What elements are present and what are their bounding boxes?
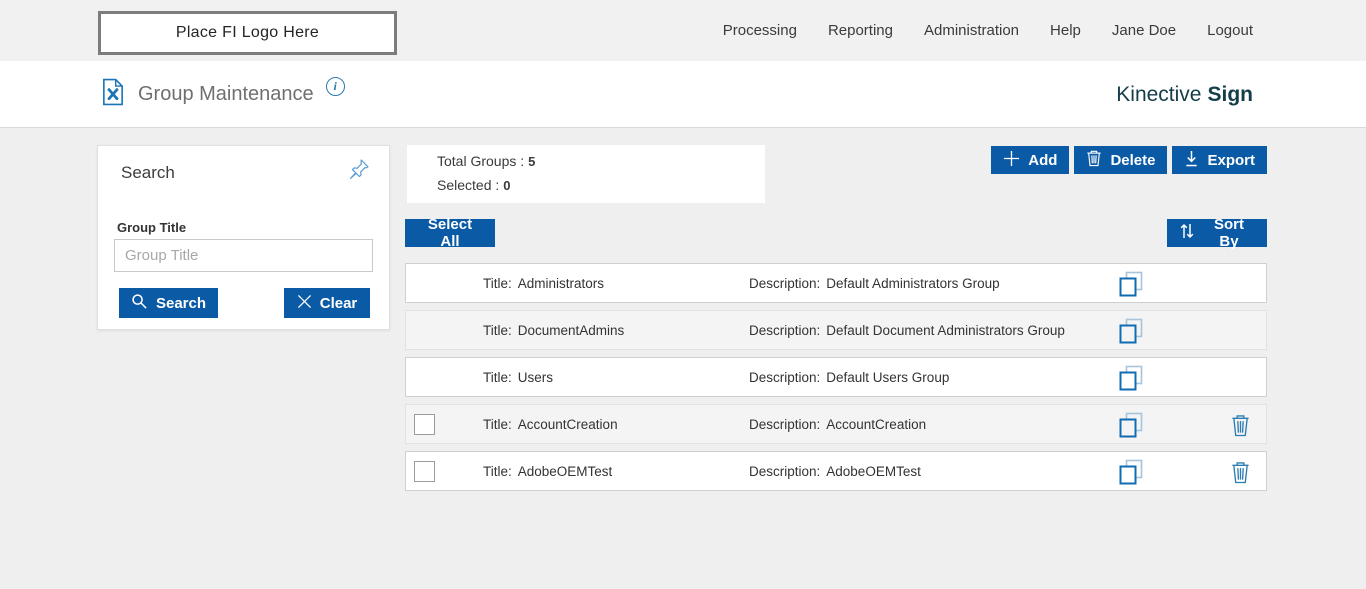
export-button[interactable]: Export [1172,146,1267,174]
copy-icon[interactable] [1118,271,1144,303]
fi-logo-placeholder: Place FI Logo Here [98,11,397,55]
nav-item-user[interactable]: Jane Doe [1111,22,1177,39]
copy-icon[interactable] [1118,365,1144,397]
delete-button-label: Delete [1110,151,1156,169]
clear-button-label: Clear [319,294,358,312]
add-icon [1003,150,1020,171]
description-label: Description: [749,416,821,432]
summary-panel: Total Groups :5 Selected :0 [407,145,765,203]
description-label: Description: [749,275,821,291]
row-checkbox[interactable] [414,461,435,482]
group-row-documentadmins: Title: DocumentAdmins Description: Defau… [405,310,1267,350]
select-all-button[interactable]: Select All [405,216,495,250]
title-value: Users [517,369,554,385]
group-row-accountcreation: Title: AccountCreation Description: Acco… [405,404,1267,444]
row-description: Description: AccountCreation [749,405,926,443]
nav-item-help[interactable]: Help [1050,22,1081,39]
total-groups-label: Total Groups : [437,153,525,169]
selected-label: Selected : [437,177,500,193]
copy-icon[interactable] [1118,459,1144,491]
title-label: Title: [483,463,512,479]
add-button[interactable]: Add [991,146,1070,174]
select-all-label: Select All [427,216,473,250]
search-icon [131,293,148,314]
row-description: Description: Default Document Administra… [749,311,1065,349]
sort-by-button[interactable]: Sort By [1167,216,1267,250]
title-label: Title: [483,416,512,432]
group-row-users: Title: Users Description: Default Users … [405,357,1267,397]
total-groups: Total Groups :5 [437,153,535,169]
description-value: Default Users Group [826,369,950,385]
main-nav: Processing Reporting Administration Help… [723,0,1253,61]
action-toolbar: Add Delete Export [991,146,1267,174]
brand-product: Sign [1207,82,1254,106]
description-label: Description: [749,322,821,338]
title-label: Title: [483,369,512,385]
row-title: Title: DocumentAdmins [483,311,624,349]
pin-icon[interactable] [347,157,371,186]
selected-count: Selected :0 [437,177,511,193]
title-label: Title: [483,322,512,338]
group-row-administrators: Title: Administrators Description: Defau… [405,263,1267,303]
copy-icon[interactable] [1118,318,1144,350]
nav-item-processing[interactable]: Processing [722,22,797,39]
description-value: AdobeOEMTest [826,463,921,479]
description-value: AccountCreation [826,416,927,432]
nav-item-administration[interactable]: Administration [923,22,1020,39]
row-title: Title: Users [483,358,553,396]
add-button-label: Add [1028,151,1058,169]
row-title: Title: AccountCreation [483,405,618,443]
delete-icon [1086,149,1102,171]
row-description: Description: AdobeOEMTest [749,452,921,490]
nav-item-reporting[interactable]: Reporting [827,22,893,39]
row-title: Title: Administrators [483,264,604,302]
brand-logo: Kinective Sign [1116,61,1253,128]
info-icon[interactable]: i [325,77,345,96]
row-description: Description: Default Administrators Grou… [749,264,1000,302]
description-value: Default Document Administrators Group [826,322,1065,338]
nav-item-logout[interactable]: Logout [1207,22,1253,39]
total-groups-value: 5 [528,154,536,169]
selected-value: 0 [503,178,511,193]
copy-icon[interactable] [1118,412,1144,444]
title-value: Administrators [517,275,605,291]
clear-button[interactable]: Clear [284,288,370,318]
group-title-input[interactable] [114,239,373,272]
sort-by-label: Sort By [1214,216,1244,250]
top-header: Place FI Logo Here Processing Reporting … [0,0,1366,61]
delete-row-icon[interactable] [1230,413,1251,442]
page-title: Group Maintenance [138,83,314,105]
title-value: AccountCreation [517,416,618,432]
delete-button[interactable]: Delete [1074,146,1168,174]
description-label: Description: [749,463,821,479]
row-description: Description: Default Users Group [749,358,949,396]
search-button-label: Search [155,294,207,312]
title-value: DocumentAdmins [517,322,625,338]
sort-icon [1179,222,1195,244]
group-row-adobeoemtest: Title: AdobeOEMTest Description: AdobeOE… [405,451,1267,491]
document-x-icon [100,78,126,111]
description-value: Default Administrators Group [826,275,1000,291]
row-checkbox[interactable] [414,414,435,435]
search-panel-title: Search [121,163,175,182]
delete-row-icon[interactable] [1230,460,1251,489]
title-value: AdobeOEMTest [517,463,613,479]
page-head: Group Maintenance i [100,61,345,128]
brand-name: Kinective [1116,82,1202,106]
export-button-label: Export [1207,151,1255,169]
group-title-label: Group Title [117,220,187,235]
search-button[interactable]: Search [119,288,218,318]
search-panel: Search Group Title Search Clear [97,145,390,330]
export-icon [1184,150,1199,171]
title-label: Title: [483,275,512,291]
description-label: Description: [749,369,821,385]
subheader: Group Maintenance i Kinective Sign [0,61,1366,128]
clear-icon [297,294,312,313]
row-title: Title: AdobeOEMTest [483,452,612,490]
